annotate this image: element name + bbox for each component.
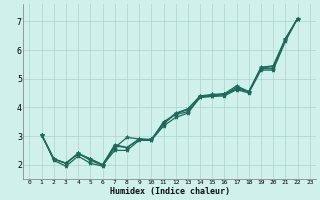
X-axis label: Humidex (Indice chaleur): Humidex (Indice chaleur) xyxy=(109,187,229,196)
